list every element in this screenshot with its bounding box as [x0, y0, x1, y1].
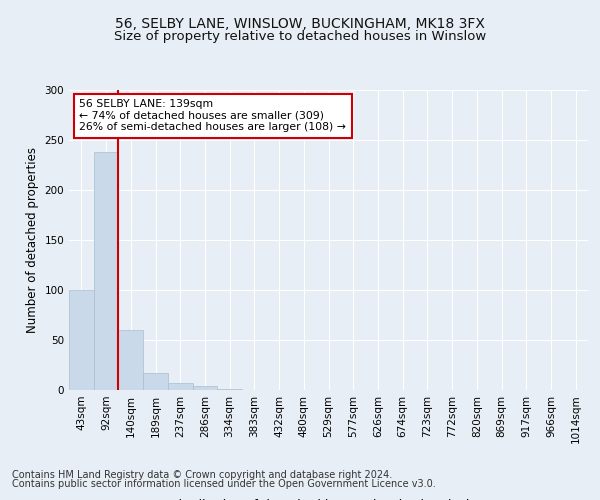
Bar — [168, 383, 193, 390]
Bar — [118, 330, 143, 390]
Bar — [143, 373, 168, 390]
Bar — [94, 152, 118, 390]
Text: 56, SELBY LANE, WINSLOW, BUCKINGHAM, MK18 3FX: 56, SELBY LANE, WINSLOW, BUCKINGHAM, MK1… — [115, 18, 485, 32]
Y-axis label: Number of detached properties: Number of detached properties — [26, 147, 39, 333]
Bar — [69, 290, 94, 390]
Bar — [217, 389, 242, 390]
Text: Contains public sector information licensed under the Open Government Licence v3: Contains public sector information licen… — [12, 479, 436, 489]
Text: Contains HM Land Registry data © Crown copyright and database right 2024.: Contains HM Land Registry data © Crown c… — [12, 470, 392, 480]
Bar — [193, 386, 217, 390]
Text: Size of property relative to detached houses in Winslow: Size of property relative to detached ho… — [114, 30, 486, 43]
X-axis label: Distribution of detached houses by size in Winslow: Distribution of detached houses by size … — [169, 499, 488, 500]
Text: 56 SELBY LANE: 139sqm
← 74% of detached houses are smaller (309)
26% of semi-det: 56 SELBY LANE: 139sqm ← 74% of detached … — [79, 99, 346, 132]
